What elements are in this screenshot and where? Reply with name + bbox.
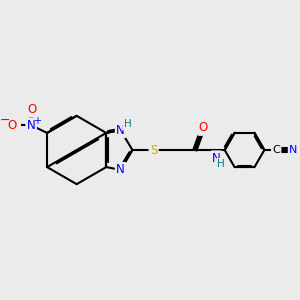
Text: O: O	[28, 103, 37, 116]
Text: C: C	[272, 145, 280, 155]
Text: N: N	[27, 119, 35, 132]
Text: +: +	[33, 116, 41, 126]
Text: N: N	[212, 152, 221, 165]
Text: O: O	[199, 122, 208, 134]
Text: H: H	[217, 159, 225, 169]
Text: −: −	[0, 114, 10, 127]
Text: H: H	[124, 119, 131, 129]
Text: N: N	[289, 145, 298, 155]
Text: O: O	[8, 119, 17, 132]
Text: N: N	[116, 124, 125, 137]
Text: S: S	[150, 143, 157, 157]
Text: N: N	[116, 163, 125, 176]
